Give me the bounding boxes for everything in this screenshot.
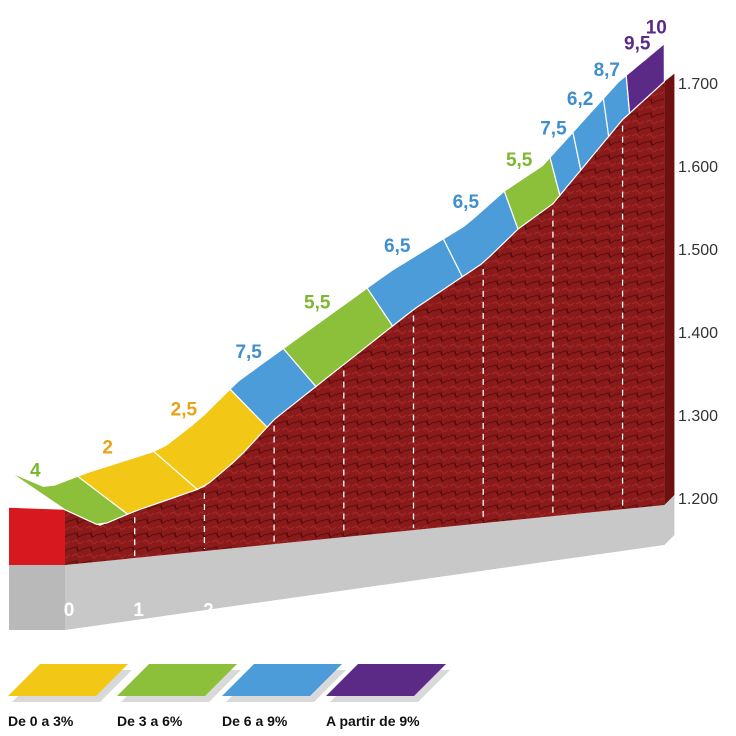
- profile-side-wall: [664, 73, 675, 506]
- segment-label-10: 8,7: [594, 60, 620, 81]
- km-tick-3: 3: [273, 601, 284, 622]
- legend-swatch-1: [117, 664, 241, 702]
- segment-label-2: 2,5: [171, 399, 198, 420]
- segment-label-12: 10: [646, 18, 667, 39]
- km-tick-7: 7: [552, 602, 563, 623]
- elevation-tick-1.700: 1.700: [678, 76, 718, 93]
- legend-label-0: De 0 a 3%: [8, 713, 74, 729]
- base-band: [9, 495, 675, 630]
- segment-gradient-labels: 422,57,55,56,56,55,57,56,28,79,510: [30, 18, 667, 482]
- km-tick-2: 2: [203, 601, 214, 622]
- gradient-segments: [8, 42, 666, 525]
- segment-label-7: 5,5: [506, 150, 533, 171]
- segment-label-9: 6,2: [567, 89, 593, 110]
- legend-swatch-3: [326, 664, 450, 702]
- km-tick-labels: 0 1 2 3 4 5 6 7 8: [64, 600, 632, 624]
- profile-front-face: [9, 507, 65, 565]
- km-tick-5: 5: [412, 602, 423, 623]
- km-tick-6: 6: [482, 602, 493, 623]
- legend: De 0 a 3% De 3 a 6% De 6 a 9% A partir de 9…: [0, 660, 736, 736]
- base-slab: [65, 495, 675, 630]
- segment-label-11: 9,5: [624, 33, 651, 54]
- segment-label-8: 7,5: [540, 119, 567, 140]
- legend-label-3: A partir de 9%: [326, 713, 420, 729]
- elevation-tick-1.400: 1.400: [678, 325, 718, 342]
- segment-label-5: 6,5: [384, 236, 411, 257]
- elevation-tick-labels: 1.200 1.300 1.400 1.500 1.600 1.700: [678, 76, 718, 508]
- segment-label-3: 7,5: [235, 342, 262, 363]
- profile-body: [9, 73, 675, 566]
- elevation-tick-1.200: 1.200: [678, 491, 718, 508]
- km-tick-0: 0: [64, 600, 75, 621]
- segment-label-1: 2: [102, 438, 113, 459]
- segment-label-0: 4: [30, 460, 41, 481]
- elevation-tick-1.300: 1.300: [678, 408, 718, 425]
- elevation-tick-1.500: 1.500: [678, 242, 718, 259]
- km-tick-4: 4: [343, 601, 354, 622]
- segment-label-6: 6,5: [453, 192, 480, 213]
- km-dashed-lines: [134, 125, 624, 557]
- profile-area: [65, 81, 665, 566]
- elevation-tick-1.600: 1.600: [678, 159, 718, 176]
- km-tick-1: 1: [133, 600, 144, 621]
- legend-swatch-2: [222, 664, 346, 702]
- km-tick-8: 8: [621, 603, 632, 624]
- legend-label-2: De 6 a 9%: [222, 713, 288, 729]
- gradient-segment-11: [625, 42, 666, 115]
- legend-label-1: De 3 a 6%: [117, 713, 183, 729]
- legend-swatch-0: [8, 664, 132, 702]
- segment-label-4: 5,5: [304, 292, 331, 313]
- base-slab-front: [9, 565, 65, 630]
